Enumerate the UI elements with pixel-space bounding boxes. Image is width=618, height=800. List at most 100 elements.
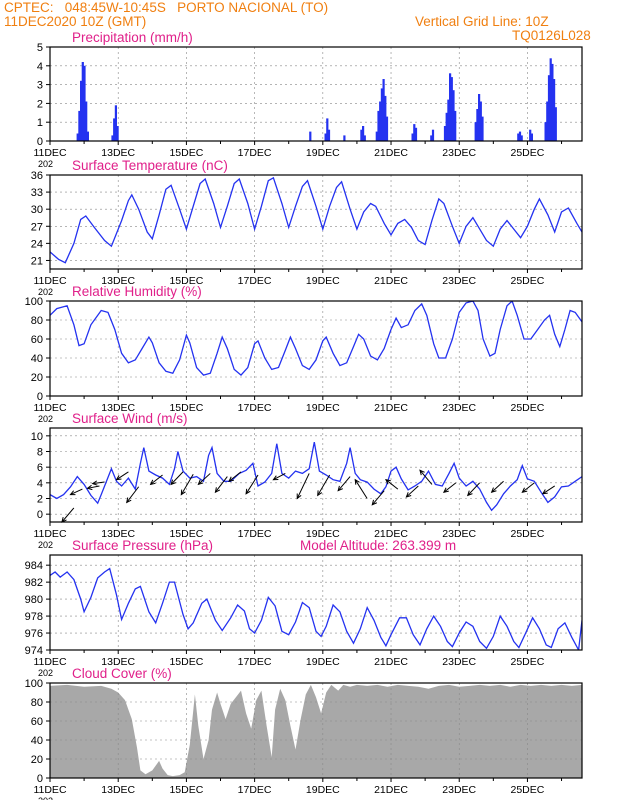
precip-bar [363,135,366,141]
wind-arrow-head [69,490,76,496]
wind-arrow-head [371,499,378,506]
precip-bar [385,116,389,141]
precip-bar [478,94,481,141]
panel-frame [49,46,583,142]
x-tick-label: 13DEC [101,656,135,668]
x-tick-label: 19DEC [306,784,340,796]
precip-bar [360,129,363,141]
x-tick-label: 25DEC [511,528,545,540]
x-tick-label: 19DEC [306,275,340,287]
x-tick-label: 23DEC [442,528,476,540]
x-tick-label: 21DEC [374,528,408,540]
x-tick-label: 11DEC [33,528,66,540]
wind-arrow [491,480,504,493]
precip-bar [86,131,89,141]
temp-line [50,176,582,264]
precip-bar [553,79,556,141]
y-tick-label: 6 [37,462,43,474]
y-tick-label: 1 [37,117,43,129]
precip-bar [114,105,117,141]
x-tick-label: 17DEC [238,656,272,668]
panel-cloud: 0 20 40 60 80 100 11DEC 13DEC 15DEC 17DEC 19DEC 21D… [25,666,583,800]
precip-bar [431,129,435,141]
panel-frame [49,174,583,270]
x-tick-label: 19DEC [306,402,340,414]
precip-bar [447,99,450,141]
x-tick-label: 15DEC [169,784,203,796]
header-grid-note: Vertical Grid Line: 10Z [415,14,549,29]
y-tick-label: 10 [31,431,43,443]
y-tick-label: 0 [37,509,43,521]
wind-arrow-head [521,487,528,493]
x-tick-label: 11DEC [33,784,66,796]
cloud-cover-area [50,684,582,778]
wind-arrow-head [442,487,449,493]
precip-bar [111,135,114,141]
x-tick-label: 11DEC [33,147,66,159]
x-tick-label: 23DEC [442,402,476,414]
wind-arrow [296,473,310,499]
x-tick-label: 15DEC [169,528,203,540]
y-tick-label: 2 [37,494,43,506]
wind-arrow-head [228,476,235,482]
header-model-code: TQ0126L028 [512,28,591,43]
panel-title: Precipitation (mm/h) [72,30,193,45]
wind-arrow [406,485,419,498]
x-tick-label: 19DEC [306,528,340,540]
y-tick-label: 4 [37,61,43,73]
precip-bar [544,122,547,141]
precip-bar [413,124,416,141]
precip-bar [375,131,378,141]
wind-arrow [522,482,535,493]
y-tick-label: 100 [25,678,43,690]
precip-bar [380,88,383,141]
panel-precip: 0 1 2 3 4 5 11DEC 13DEC 15DEC 17DEC 19DEC 21DEC 23DE… [33,30,583,169]
x-year-stub: 202 [38,668,53,678]
panel-note: Model Altitude: 263.399 m [300,538,456,553]
panel-wind: 0 2 4 6 8 10 11DEC 13DEC 15DEC 17DEC 19DEC 21DEC 23D… [31,411,583,550]
precip-bar [116,126,119,141]
x-year-stub: 202 [38,159,53,169]
pres-line [50,567,582,650]
panel-temp: 21 24 27 30 33 36 11DEC 13DEC 15DEC 17DEC 19DEC 21D… [31,158,583,297]
wind-arrow-head [354,478,360,485]
y-tick-label: 36 [31,170,43,182]
wind-arrow [87,485,100,489]
y-tick-label: 976 [25,628,43,640]
x-tick-label: 21DEC [374,656,408,668]
wind-arrow-head [272,475,279,481]
rh-line [50,301,582,377]
y-tick-label: 8 [37,447,43,459]
wind-arrow-head [317,490,323,497]
y-tick-label: 80 [31,315,43,327]
precip-bar [551,63,554,141]
precip-bar [343,135,346,141]
x-tick-label: 25DEC [511,275,545,287]
x-tick-label: 11DEC [33,656,66,668]
precip-bar [546,101,549,141]
y-tick-label: 30 [31,204,43,216]
wind-arrow [116,471,129,481]
wind-arrow [354,479,368,499]
x-tick-label: 23DEC [442,147,476,159]
precip-bar [362,126,365,141]
x-tick-label: 23DEC [442,784,476,796]
y-tick-label: 21 [31,255,43,267]
precip-bar [529,129,532,141]
wind-arrow-head [180,489,186,496]
wind-arrow-head [149,479,156,486]
x-tick-label: 17DEC [238,275,272,287]
x-tick-label: 21DEC [374,784,408,796]
x-tick-label: 13DEC [101,402,135,414]
x-tick-label: 21DEC [374,275,408,287]
precip-bar [411,133,414,141]
y-tick-label: 4 [37,478,43,490]
x-year-stub: 202 [38,540,53,550]
y-tick-label: 27 [31,221,43,233]
wind-arrow-head [385,478,391,485]
precip-bar [530,133,533,141]
x-tick-label: 17DEC [238,784,272,796]
precip-bar [445,112,448,141]
x-tick-label: 13DEC [101,275,135,287]
